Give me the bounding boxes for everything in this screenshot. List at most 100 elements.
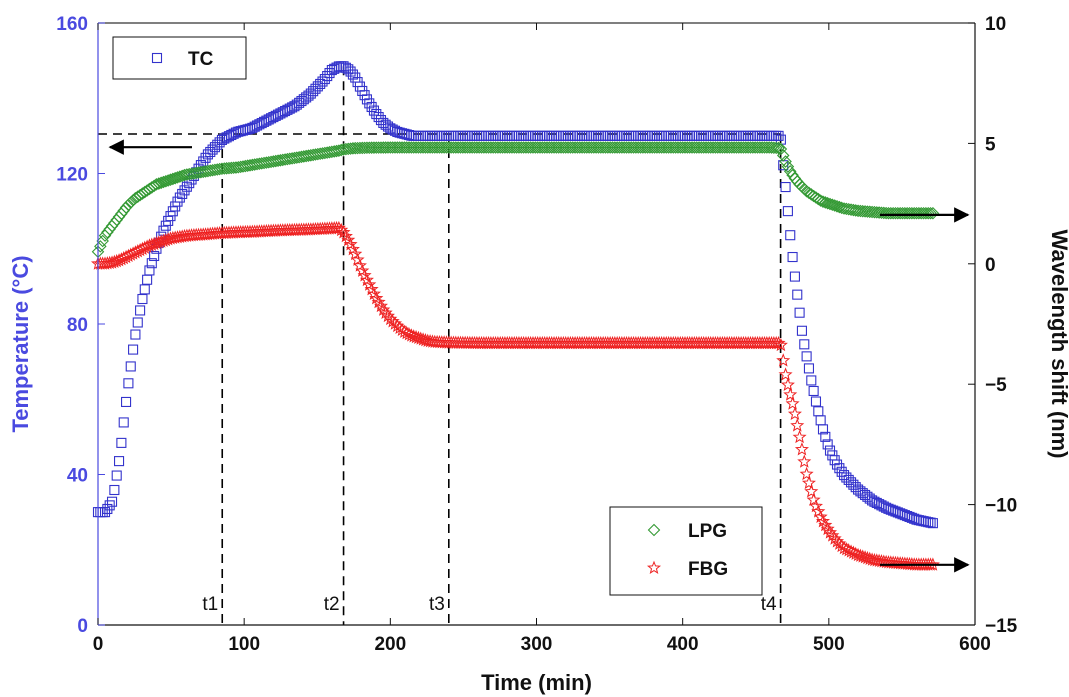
tc-marker [137, 293, 148, 305]
tc-marker [808, 385, 819, 397]
fbg-marker [348, 246, 363, 261]
tc-marker [792, 289, 803, 300]
lpg-marker [218, 162, 231, 175]
tc-marker [104, 500, 115, 511]
lpg-marker [833, 200, 846, 214]
lpg-marker [828, 199, 841, 212]
fbg-marker [925, 557, 940, 571]
tc-marker [116, 437, 127, 448]
lpg-marker [210, 163, 224, 176]
fbg-marker [815, 514, 830, 528]
fbg-marker [808, 498, 823, 513]
legend-tc-label: TC [188, 49, 214, 70]
tc-marker [820, 431, 831, 442]
fbg-marker [799, 466, 814, 481]
lpg-marker [225, 161, 238, 175]
lpg-marker [821, 196, 834, 210]
fbg-marker [338, 228, 353, 243]
fbg-marker [163, 231, 178, 245]
lpg-marker [921, 206, 935, 220]
legend-lpg-label: LPG [688, 521, 727, 542]
legend-layer: TC LPG FBG [112, 36, 763, 596]
left-y-tick-label: 40 [67, 466, 88, 487]
lpg-marker [122, 198, 135, 212]
left-y-tick-label: 120 [56, 165, 88, 186]
lpg-marker [119, 201, 133, 214]
fbg-marker [352, 258, 367, 272]
fbg-marker [336, 225, 351, 239]
fbg-marker [172, 229, 187, 244]
tc-marker [128, 344, 139, 355]
tc-marker [123, 378, 134, 389]
tc-marker [121, 396, 132, 408]
left-y-tick-label: 0 [77, 616, 88, 637]
fbg-marker [780, 377, 795, 391]
lpg-marker [213, 162, 226, 176]
tc-marker [111, 470, 122, 481]
lpg-marker [767, 141, 781, 155]
tc-marker [927, 518, 938, 529]
x-tick-label: 0 [93, 634, 104, 655]
x-axis-label: Time (min) [481, 670, 592, 695]
lpg-marker [814, 194, 827, 207]
fbg-marker [825, 528, 840, 542]
time-marker-label-t2: t2 [324, 594, 340, 615]
lpg-marker [835, 201, 848, 215]
lpg-marker [776, 149, 790, 162]
lpg-marker [173, 170, 187, 183]
fbg-marker [778, 367, 793, 381]
tc-marker [132, 317, 143, 328]
lpg-marker [161, 174, 175, 187]
tc-marker [817, 424, 829, 435]
tc-marker [822, 439, 833, 450]
legend-box [112, 36, 247, 80]
fbg-marker [776, 353, 791, 367]
right-y-axis-label: Wavelength shift (nm) [1047, 230, 1069, 459]
tc-marker [118, 417, 129, 428]
fbg-marker [820, 521, 835, 536]
lpg-marker [774, 142, 788, 156]
lpg-marker [783, 165, 797, 178]
right-y-tick-label: 10 [985, 14, 1006, 35]
time-marker-label-t1: t1 [202, 594, 218, 615]
tc-marker [782, 206, 793, 217]
tc-marker [144, 265, 155, 276]
fbg-marker [811, 504, 826, 518]
fbg-marker [801, 475, 816, 490]
left-y-tick-label: 160 [56, 14, 88, 35]
fbg-marker [165, 230, 180, 245]
fbg-marker [350, 252, 365, 266]
tc-marker [787, 251, 798, 263]
fbg-marker [785, 396, 800, 410]
fbg-marker [794, 442, 809, 456]
x-tick-label: 300 [521, 634, 553, 655]
lpg-marker [168, 171, 182, 185]
lpg-marker [220, 162, 233, 175]
lpg-marker [819, 196, 832, 209]
tc-marker [785, 230, 796, 241]
lpg-marker [150, 178, 163, 191]
tc-marker [780, 181, 791, 193]
tc-marker [806, 375, 817, 386]
tc-marker [146, 258, 157, 269]
x-tick-label: 400 [667, 634, 699, 655]
lpg-marker [154, 176, 168, 190]
lpg-marker [339, 142, 353, 156]
series-tc [92, 61, 938, 529]
series-fbg [90, 220, 940, 571]
tc-marker [799, 339, 810, 350]
fbg-marker [787, 406, 802, 421]
fbg-marker [161, 232, 176, 246]
x-tick-label: 100 [228, 634, 260, 655]
lpg-marker [769, 141, 783, 155]
fbg-marker [792, 429, 807, 444]
x-tick-label: 500 [813, 634, 845, 655]
fbg-marker [373, 298, 388, 313]
left-y-tick-label: 80 [67, 315, 88, 336]
lpg-marker [926, 206, 940, 220]
lpg-marker [124, 196, 138, 209]
right-y-tick-label: 0 [985, 255, 996, 276]
lpg-marker [781, 160, 795, 173]
